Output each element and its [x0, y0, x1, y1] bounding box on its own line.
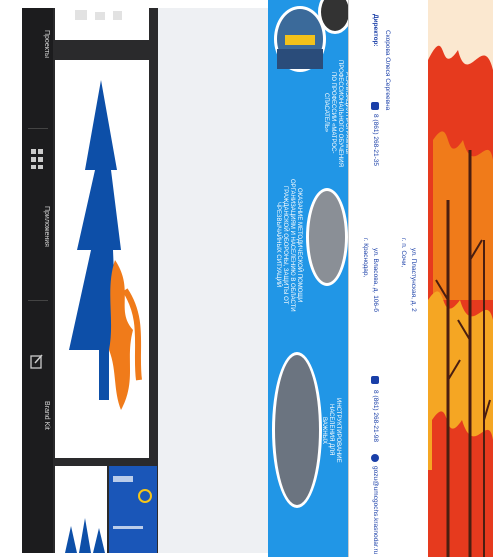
sidebar-item-label: Brand Kit	[43, 401, 50, 430]
thumbnail-bottom-left[interactable]	[55, 466, 107, 553]
edit-icon	[30, 354, 43, 369]
thumbnail-preview	[113, 476, 152, 529]
editor-sidebar: Проекты Приложения Brand Kit	[22, 8, 53, 553]
thumbnail-logo[interactable]	[55, 60, 149, 458]
thumbnail-bottom-right[interactable]	[109, 466, 157, 553]
thumbnail-preview	[75, 10, 122, 20]
boat-photo	[277, 35, 323, 69]
director-name: Скорова Олеся Сергеевна	[384, 30, 391, 111]
email: gozu@umcgochs.krasnodar.ru	[372, 466, 379, 555]
photo-circle-training	[272, 352, 322, 508]
photo-circle-boat	[274, 6, 326, 72]
service-caption: ИНСТРУКТИРОВАНИЕ НАСЕЛЕНИЯ ДЛЯ ВАЖНЫХ	[321, 397, 341, 463]
photo-circle-top	[318, 0, 348, 34]
phone-icon	[371, 376, 379, 384]
thumbnail-preview	[65, 518, 105, 553]
fire-illustration	[428, 45, 493, 557]
photo-circle-meeting	[306, 188, 348, 286]
grid-icon	[31, 149, 43, 169]
director-title: Директор:	[372, 14, 379, 47]
sidebar-item-projects[interactable]: Проекты	[22, 30, 53, 90]
design-thumbnails-panel	[53, 8, 158, 553]
phone-icon	[371, 102, 379, 110]
phone-2: 8 (861) 268-21-98	[372, 390, 379, 443]
city-1: г. Краснодар,	[362, 238, 369, 278]
thumbnail-top[interactable]	[55, 8, 149, 40]
brochure-contacts-panel[interactable]: Директор: Скорова Олеся Сергеевна 8 (861…	[348, 0, 429, 557]
phone-1: 8 (861) 268-21-35	[372, 114, 379, 167]
email-icon	[371, 454, 379, 462]
brochure-fire-panel[interactable]	[428, 0, 493, 557]
logo-tree-flame-icon	[69, 80, 142, 410]
sidebar-item-label: Проекты	[43, 30, 50, 59]
sidebar-divider	[28, 300, 48, 301]
brochure-services-panel[interactable]: РЕАЛИЗАЦИЯ ПРОГРАММЫ ПРОФЕССИОНАЛЬНОГО О…	[268, 0, 348, 557]
sidebar-divider	[28, 128, 48, 129]
service-caption: ОКАЗАНИЕ МЕТОДИЧЕСКОЙ ПОМОЩИ ОРГАНИЗАЦИЯ…	[275, 178, 302, 312]
sidebar-item-brandkit[interactable]: Brand Kit	[22, 353, 53, 453]
canvas-background	[158, 8, 268, 553]
sidebar-item-label: Приложения	[43, 206, 50, 247]
street-2: ул. Пластунская, д. 2	[410, 248, 417, 312]
street-1: ул. Власова, д. 106-б	[372, 248, 379, 312]
service-caption: РЕАЛИЗАЦИЯ ПРОГРАММЫ ПРОФЕССИОНАЛЬНОГО О…	[323, 59, 348, 167]
city-2: г. п. Сочи,	[400, 238, 407, 268]
sidebar-item-apps[interactable]: Приложения	[22, 148, 53, 258]
